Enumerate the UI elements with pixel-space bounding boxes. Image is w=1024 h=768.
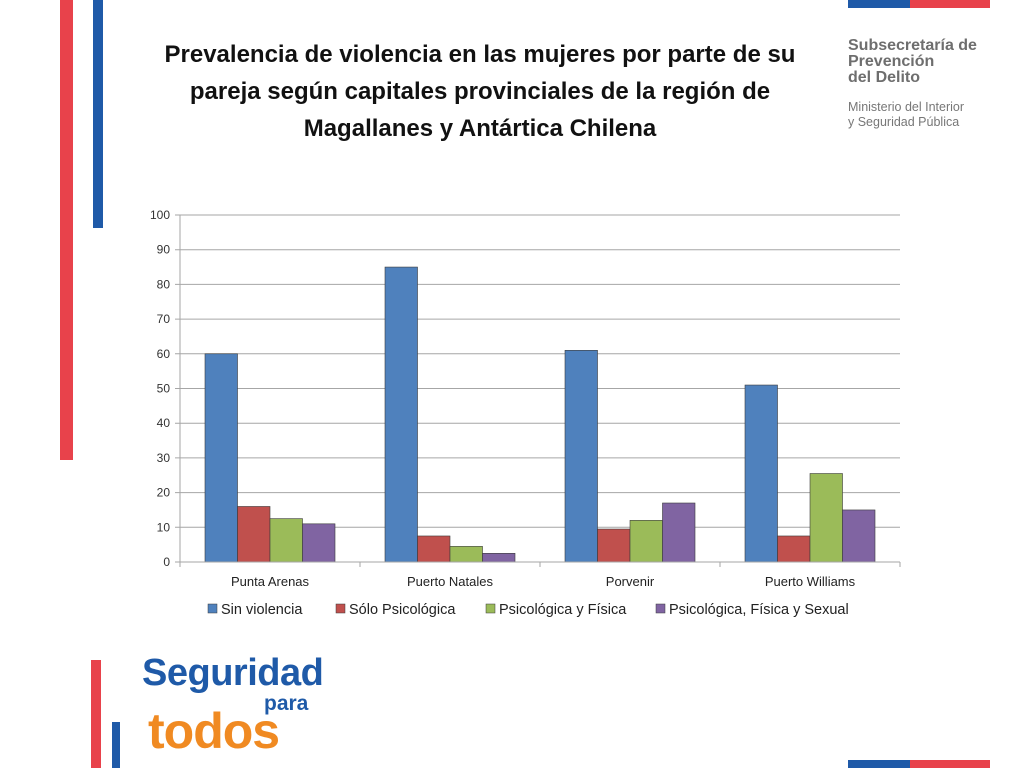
top-red-bar [910, 0, 990, 8]
bar [842, 509, 876, 563]
seguridad-para-todos-logo: Seguridad para todos [142, 652, 342, 762]
legend-swatch [655, 603, 666, 614]
y-tick-label: 10 [157, 520, 171, 534]
bar [629, 520, 663, 563]
decorative-blue-stripe [93, 0, 103, 228]
top-blue-bar [848, 0, 910, 8]
slide-title: Prevalencia de violencia en las mujeres … [164, 41, 796, 142]
bar-chart: 0 10 20 30 40 50 60 70 80 90 100 Punta Arenas Puerto… [130, 200, 920, 640]
y-tick-label: 60 [157, 347, 171, 361]
y-tick-label: 100 [150, 208, 170, 222]
bar [482, 553, 516, 563]
legend-label: Sin violencia [221, 602, 303, 618]
legend-swatch [207, 603, 218, 614]
bar [449, 546, 483, 563]
organization-name: Subsecretaría de Prevención del Delito [848, 37, 977, 86]
legend-label: Sólo Psicológica [349, 602, 456, 618]
x-category-label: Puerto Natales [407, 574, 493, 589]
bar [777, 535, 811, 563]
logo-word-todos: todos [148, 703, 280, 759]
bar [744, 384, 778, 563]
x-category-label: Punta Arenas [231, 574, 310, 589]
organization-block: Subsecretaría de Prevención del Delito M… [848, 38, 1018, 130]
bar [237, 506, 271, 563]
y-tick-label: 40 [157, 416, 171, 430]
bar [269, 518, 303, 563]
decorative-red-stripe-bottom [91, 660, 101, 768]
y-tick-label: 50 [157, 382, 171, 396]
bar [662, 502, 696, 563]
legend-label: Psicológica y Física [499, 602, 627, 618]
logo-word-seguridad: Seguridad [142, 652, 324, 694]
decorative-red-stripe [60, 0, 73, 460]
legend-swatch [485, 603, 496, 614]
y-tick-label: 20 [157, 486, 171, 500]
y-tick-label: 30 [157, 451, 171, 465]
y-tick-label: 80 [157, 277, 171, 291]
y-tick-label: 0 [163, 555, 170, 569]
ministry-name: Ministerio del Interior y Seguridad Públ… [848, 100, 965, 129]
bar [564, 350, 598, 563]
chart-svg: 0 10 20 30 40 50 60 70 80 90 100 Punta Arenas Puerto… [150, 208, 901, 618]
legend-swatch [335, 603, 346, 614]
bottom-red-bar [910, 760, 990, 768]
bottom-blue-bar [848, 760, 910, 768]
bar [597, 528, 631, 563]
y-tick-label: 70 [157, 312, 171, 326]
x-category-label: Puerto Williams [765, 574, 856, 589]
x-category-label: Porvenir [606, 574, 655, 589]
legend-label: Psicológica, Física y Sexual [669, 602, 849, 618]
bar [809, 473, 843, 563]
decorative-blue-stripe-bottom [112, 722, 120, 768]
y-tick-label: 90 [157, 243, 171, 257]
bar [384, 266, 418, 563]
bar [417, 535, 451, 563]
bar [302, 523, 336, 563]
logo-word-para: para [264, 692, 309, 715]
bar [204, 353, 238, 563]
